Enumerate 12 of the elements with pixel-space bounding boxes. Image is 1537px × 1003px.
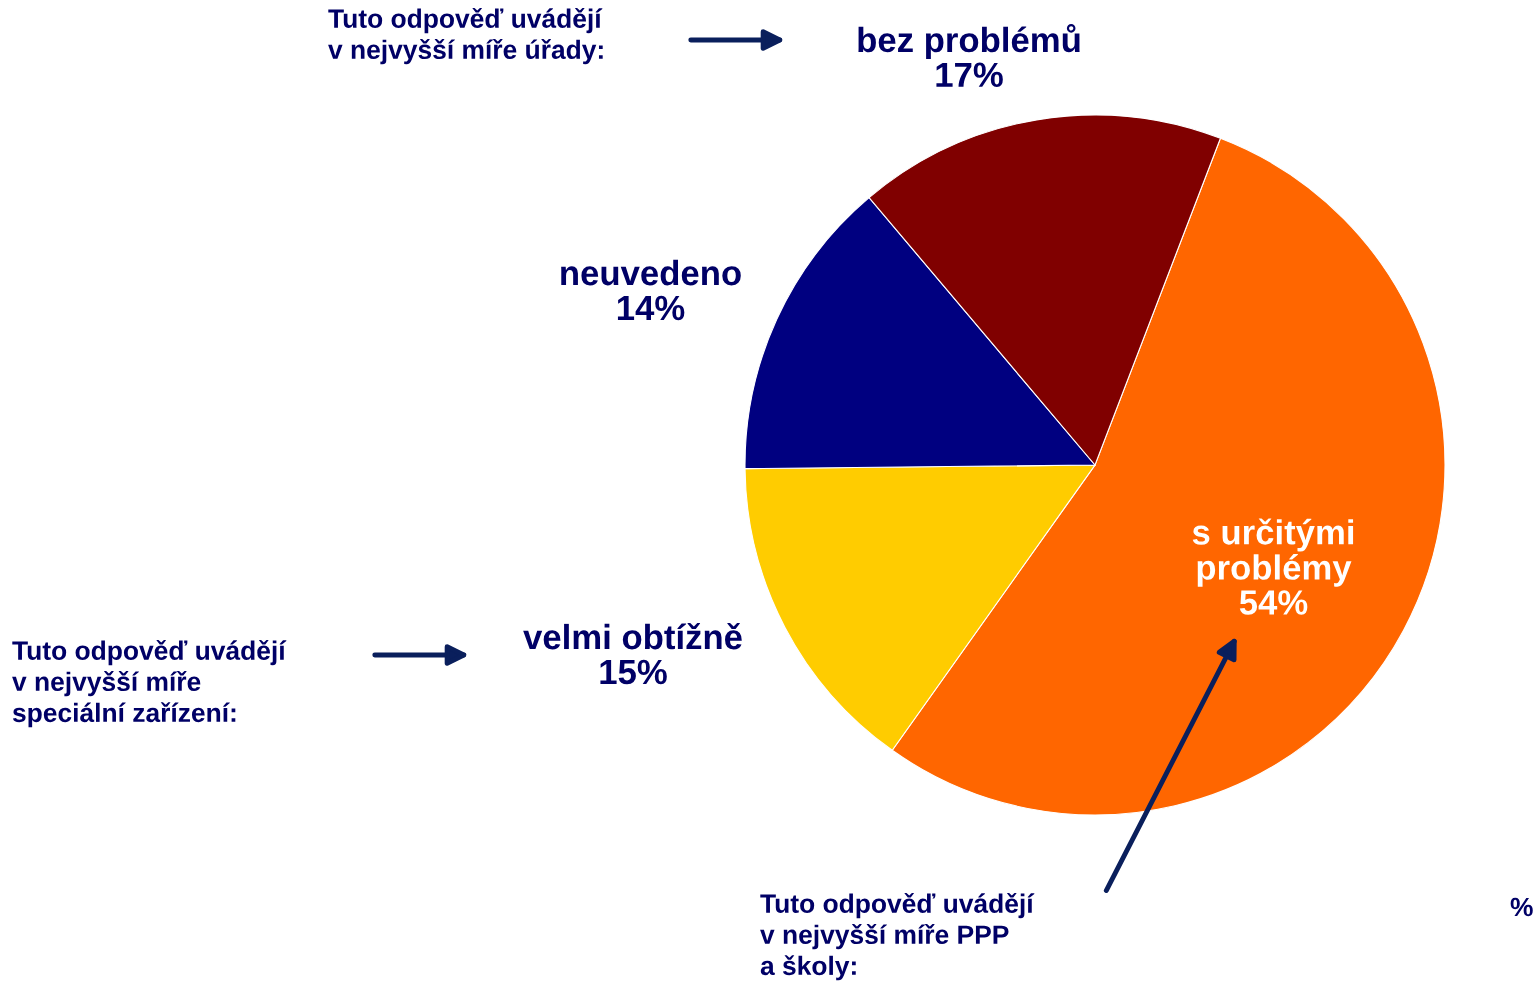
data-label: 54%: [1239, 590, 1308, 615]
data-label: 17%: [936, 62, 1003, 88]
text: Tuto odpověď uvádějí v nejvyšší míře speciální zařízení:: [12, 640, 287, 728]
slice-label: bez problémů: [858, 24, 1080, 60]
slice-label: s určitými problémy: [1192, 518, 1354, 587]
slice-label: neuvedeno: [561, 259, 741, 286]
text: Tuto odpověď uvádějí v nejvyšší míře úřady:: [328, 8, 603, 65]
text: Tuto odpověď uvádějí v nejvyšší míře PPP a školy:: [760, 893, 1035, 981]
slice-label: velmi obtížně: [523, 623, 742, 650]
data-label: 15%: [600, 659, 667, 685]
data-label: 14%: [617, 295, 685, 321]
text: %: [1510, 897, 1533, 917]
